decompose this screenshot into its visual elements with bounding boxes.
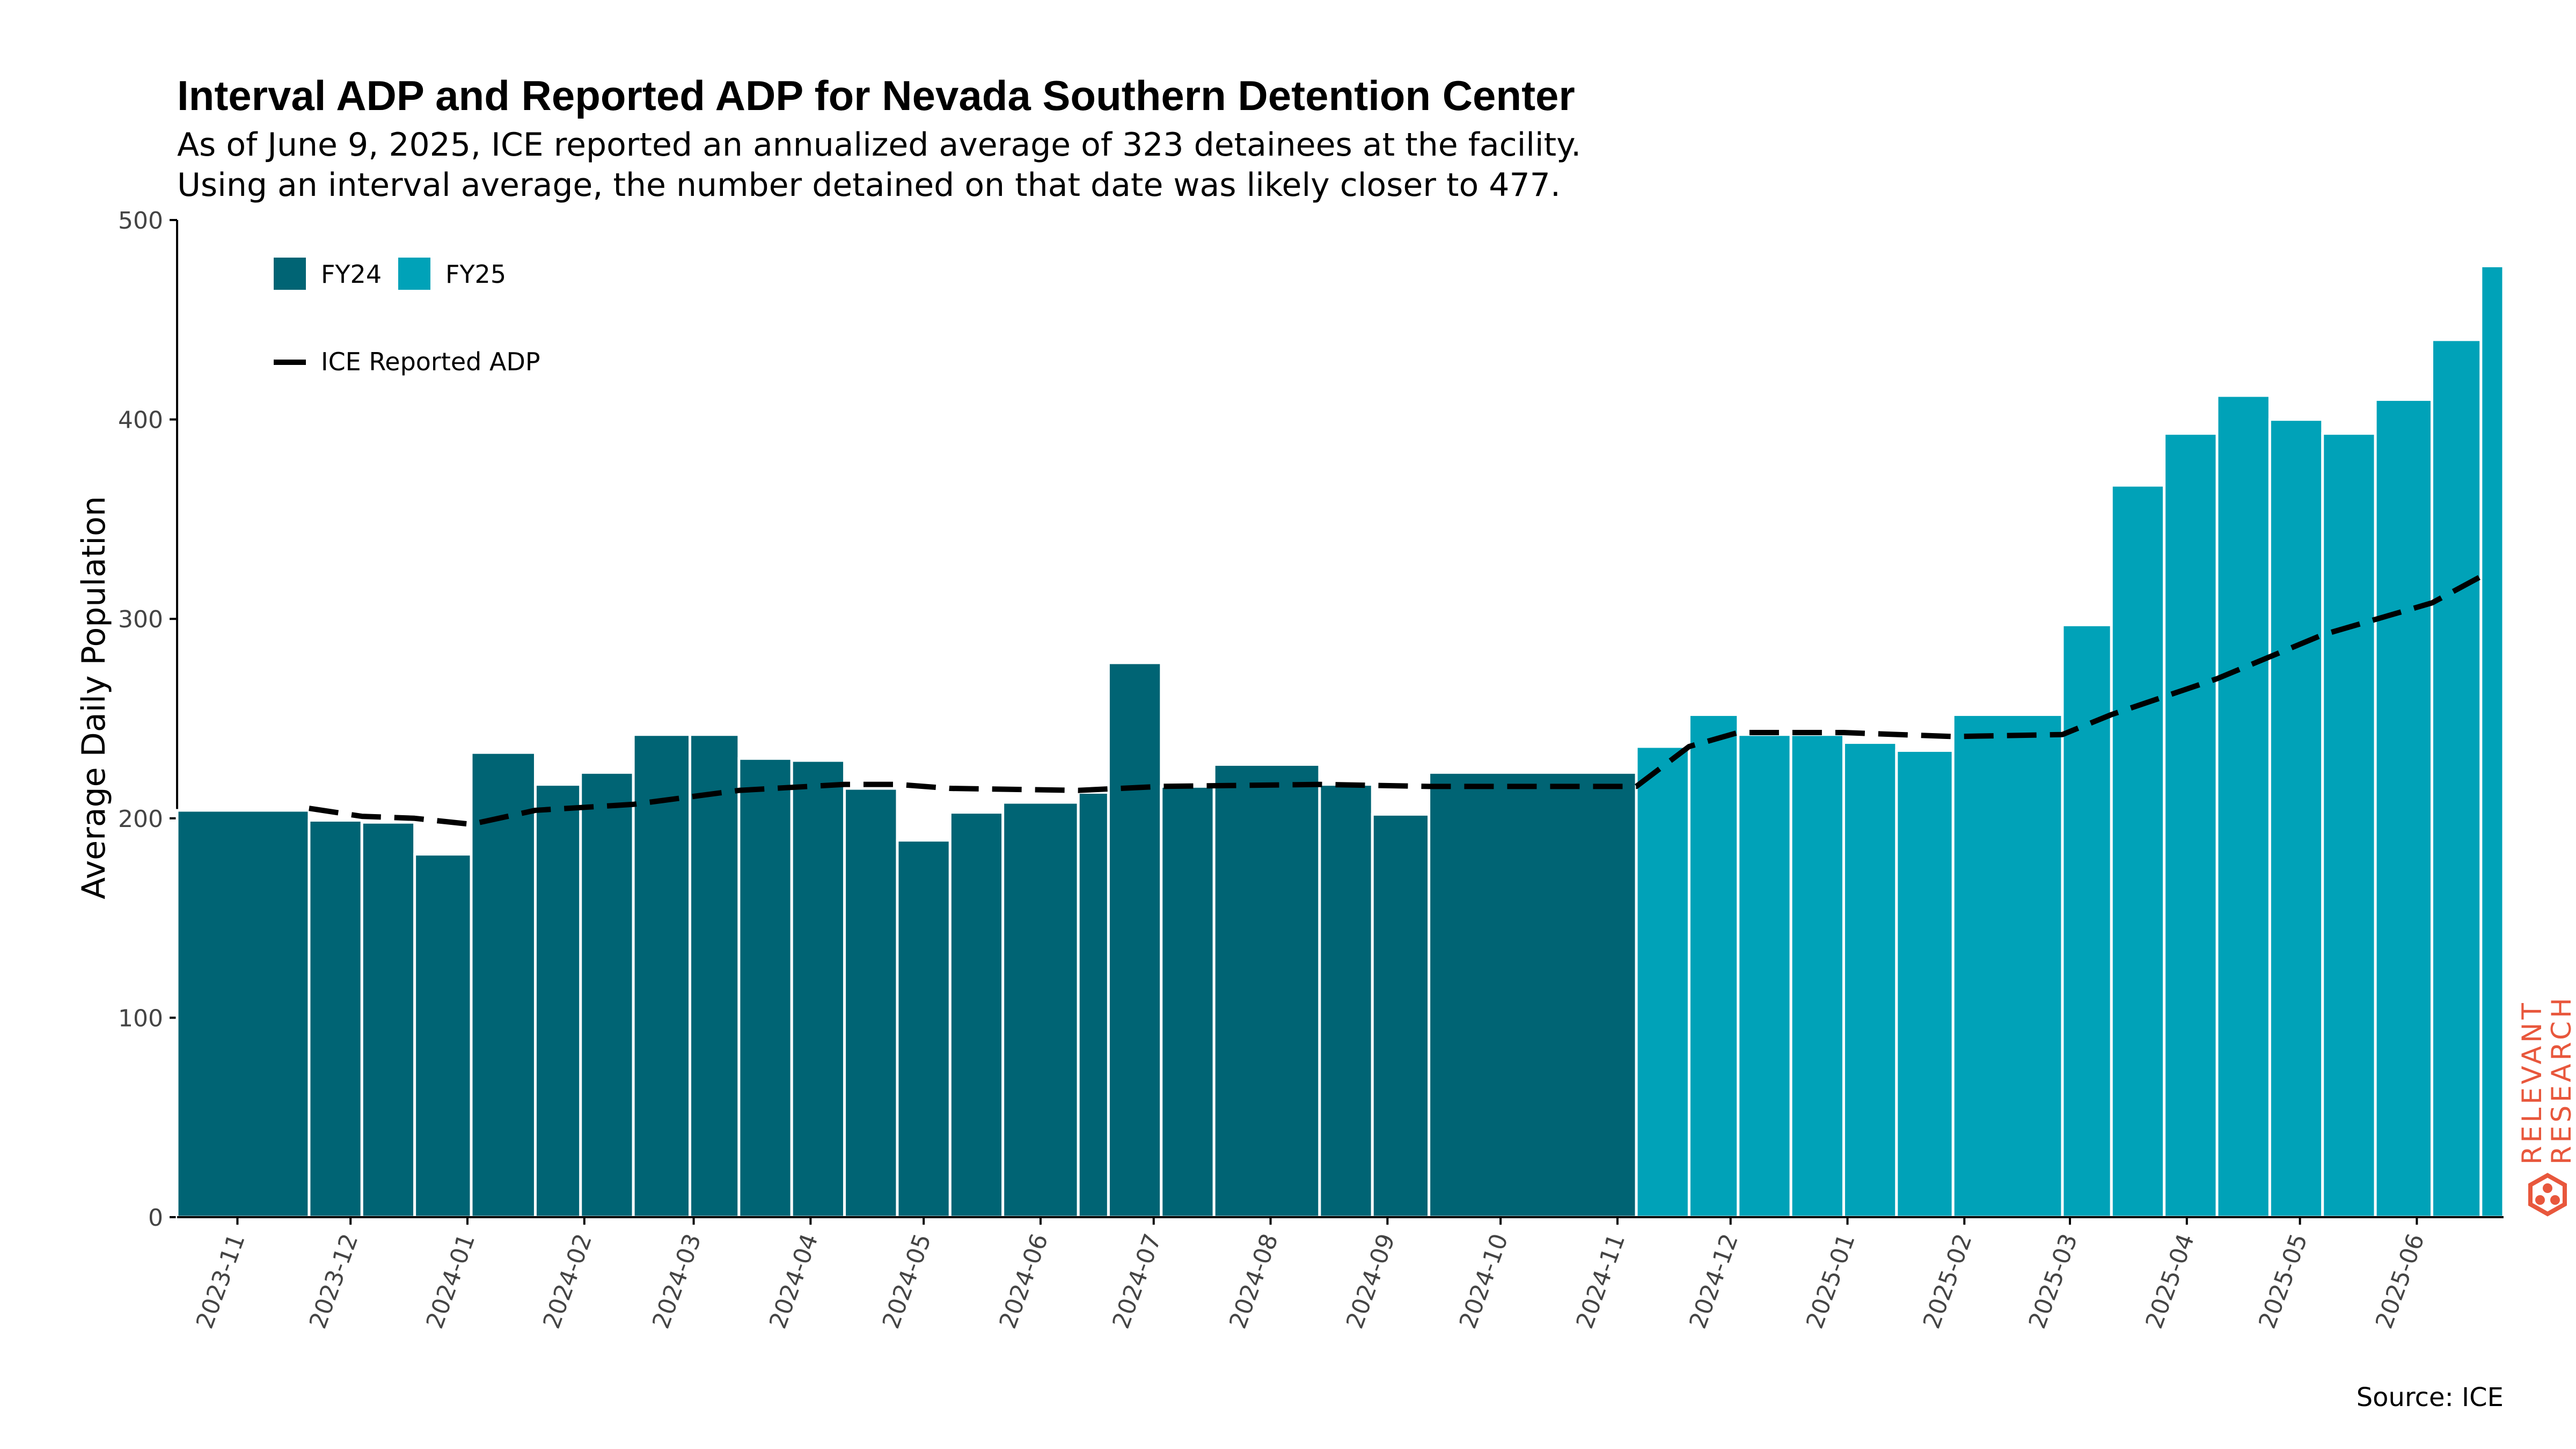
bar-20 [1371,813,1431,1219]
x-tick-label: 2025-05 [2253,1230,2313,1332]
legend-swatch-fy25 [398,258,430,290]
y-tick-label: 300 [118,606,163,633]
x-tick-label: 2024-02 [538,1230,597,1332]
bar-31 [2163,432,2219,1219]
x-tick-label: 2025-01 [1801,1230,1861,1332]
x-tick-label: 2024-01 [421,1230,481,1332]
chart-title: Interval ADP and Reported ADP for Nevada… [177,72,1575,119]
bar-37 [2479,264,2505,1219]
bar-6 [579,771,635,1219]
bar-28 [1951,713,2064,1219]
bar-12 [896,839,952,1219]
legend-label-fy25: FY25 [445,260,506,289]
logo-hexagon-icon [2528,1173,2567,1217]
x-tick-label: 2024-11 [1571,1230,1630,1332]
bar-19 [1318,783,1374,1219]
x-tick-label: 2025-06 [2370,1230,2430,1332]
bar-2 [360,821,416,1219]
bar-26 [1842,741,1898,1219]
bar-18 [1212,763,1321,1219]
x-tick-label: 2024-08 [1224,1230,1284,1332]
y-tick-label: 200 [118,806,163,833]
bar-1 [308,819,363,1219]
bar-29 [2061,623,2113,1219]
ice-reported-adp-line [309,570,2489,827]
bar-24 [1737,733,1792,1219]
bar-35 [2374,398,2434,1219]
bar-14 [1001,801,1080,1219]
bar-10 [790,759,846,1219]
bar-33 [2268,418,2324,1219]
bar-13 [948,811,1005,1219]
bar-30 [2110,484,2166,1219]
bar-15 [1077,791,1110,1219]
bar-22 [1635,745,1690,1219]
y-tick-label: 400 [118,407,163,434]
x-tick-label: 2024-06 [994,1230,1053,1332]
legend-label-fy24: FY24 [321,260,382,289]
y-axis: 0 100 200 300 400 500 [118,207,178,1232]
bar-0 [175,809,311,1219]
bar-23 [1687,713,1740,1219]
y-tick-label: 100 [118,1005,163,1032]
bar-34 [2321,432,2377,1219]
bar-27 [1895,749,1955,1219]
bar-17 [1160,785,1216,1219]
bar-8 [689,733,741,1219]
legend-label-ice-reported-adp: ICE Reported ADP [321,347,540,376]
x-axis: 2023-11 2023-12 2024-01 2024-02 2024-03 2024-… [177,1216,2504,1333]
bar-32 [2215,394,2271,1219]
x-tick-label: 2024-04 [764,1230,824,1332]
bar-9 [737,757,793,1219]
legend-swatch-fy24 [274,258,306,290]
y-tick-label: 0 [148,1204,163,1232]
bar-3 [413,853,473,1219]
x-tick-label: 2024-12 [1684,1230,1744,1332]
bar-5 [533,783,582,1219]
logo-dot-icon [2550,1195,2560,1205]
logo-text-line-1: RELEVANT [2516,1000,2548,1165]
y-tick-label: 500 [118,207,163,235]
x-tick-label: 2025-02 [1918,1230,1978,1332]
x-tick-label: 2025-03 [2024,1230,2083,1332]
chart-subtitle-line-1: As of June 9, 2025, ICE reported an annu… [177,126,1581,164]
bar-16 [1107,661,1163,1219]
x-tick-label: 2024-05 [877,1230,937,1332]
logo-text-line-2: RESEARCH [2546,994,2576,1165]
x-tick-label: 2024-03 [647,1230,707,1332]
x-tick-label: 2024-09 [1341,1230,1401,1332]
bar-25 [1789,733,1845,1219]
x-tick-label: 2023-12 [304,1230,364,1332]
logo-dot-icon [2535,1195,2545,1205]
bar-21 [1428,771,1638,1219]
line-layer [309,570,2489,827]
bar-36 [2431,338,2483,1219]
x-tick-label: 2025-04 [2140,1230,2200,1332]
source-note: Source: ICE [2357,1382,2504,1413]
x-tick-label: 2024-10 [1454,1230,1514,1332]
x-tick-label: 2024-07 [1107,1230,1167,1332]
relevant-research-logo: RELEVANT RESEARCH [2516,994,2576,1217]
chart-subtitle-line-2: Using an interval average, the number de… [177,166,1561,204]
bar-7 [632,733,692,1219]
x-tick-label: 2023-11 [191,1230,251,1332]
logo-dot-icon [2543,1183,2552,1193]
bar-11 [843,787,899,1219]
y-axis-label: Average Daily Population [75,496,113,899]
legend: FY24 FY25 ICE Reported ADP [274,258,540,376]
bars [175,264,2505,1219]
